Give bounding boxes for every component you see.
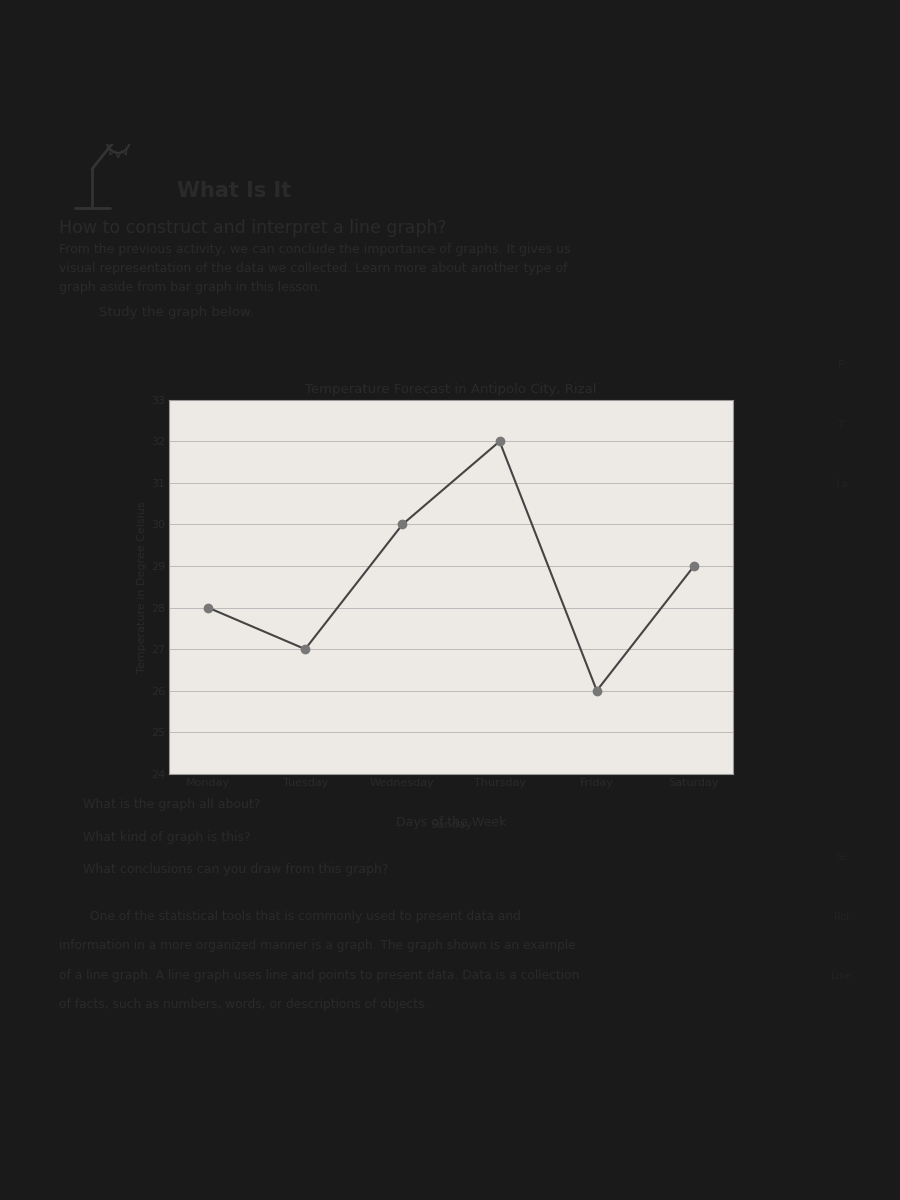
X-axis label: Days of the Week: Days of the Week — [396, 816, 506, 829]
Text: What Is It: What Is It — [177, 181, 291, 202]
Title: Temperature Forecast in Antipolo City, Rizal: Temperature Forecast in Antipolo City, R… — [305, 383, 597, 396]
Text: P: P — [838, 360, 845, 371]
Text: Sunday: Sunday — [430, 820, 472, 829]
Text: information in a more organized manner is a graph. The graph shown is an example: information in a more organized manner i… — [59, 940, 576, 952]
Text: Line: Line — [832, 971, 851, 980]
Text: From the previous activity, we can conclude the importance of graphs. It gives u: From the previous activity, we can concl… — [59, 244, 571, 257]
Text: How to construct and interpret a line graph?: How to construct and interpret a line gr… — [59, 218, 447, 236]
Text: What kind of graph is this?: What kind of graph is this? — [83, 830, 250, 844]
Text: La: La — [836, 479, 847, 488]
Text: One of the statistical tools that is commonly used to present data and: One of the statistical tools that is com… — [59, 910, 521, 923]
Text: What is the graph all about?: What is the graph all about? — [83, 798, 260, 811]
Text: What conclusions can you draw from this graph?: What conclusions can you draw from this … — [83, 863, 389, 876]
Text: T: T — [838, 420, 845, 430]
Text: Se: Se — [835, 852, 848, 863]
Text: visual representation of the data we collected. Learn more about another type of: visual representation of the data we col… — [59, 262, 568, 275]
Text: Study the graph below.: Study the graph below. — [99, 306, 254, 319]
Text: of a line graph. A line graph uses line and points to present data. Data is a co: of a line graph. A line graph uses line … — [59, 968, 580, 982]
Text: graph aside from bar graph in this lesson.: graph aside from bar graph in this lesso… — [59, 281, 322, 294]
Text: of facts, such as numbers, words, or descriptions of objects.: of facts, such as numbers, words, or des… — [59, 998, 429, 1012]
Y-axis label: Temperature in Degree Celsius: Temperature in Degree Celsius — [137, 500, 147, 673]
Text: Rol: Rol — [834, 912, 849, 922]
